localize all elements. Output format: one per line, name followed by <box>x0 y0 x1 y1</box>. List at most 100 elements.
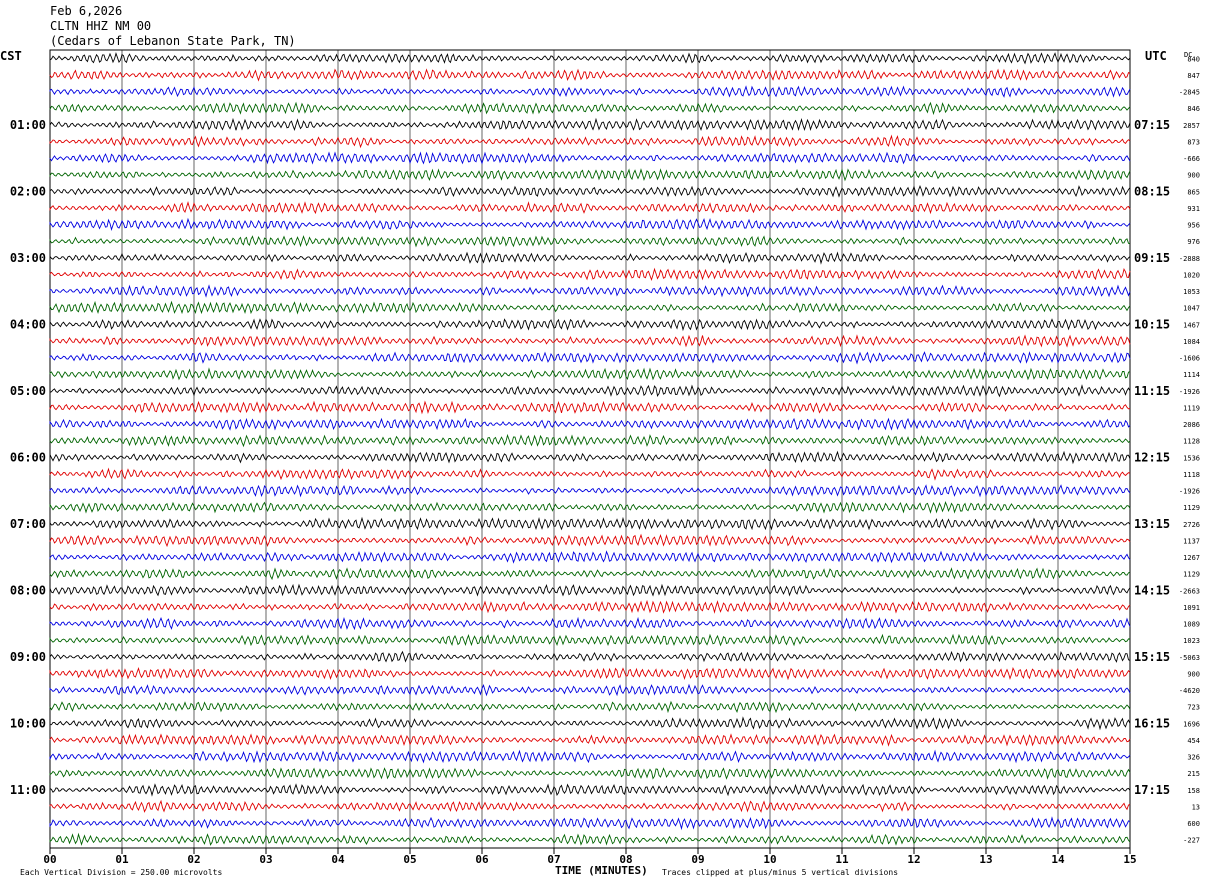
trace-line <box>49 716 1131 731</box>
x-tick-label: 14 <box>1051 853 1065 866</box>
footer-scale: Each Vertical Division = 250.00 microvol… <box>20 868 222 877</box>
cst-hour-label: 03:00 <box>10 251 46 265</box>
x-tick-label: 02 <box>187 853 200 866</box>
plot-grid <box>49 49 1131 854</box>
dc-offset-label: 846 <box>1187 105 1200 113</box>
trace-line <box>49 134 1131 149</box>
trace-line <box>49 633 1131 647</box>
dc-offset-label: 840 <box>1187 55 1200 63</box>
footer-clip-note: Traces clipped at plus/minus 5 vertical … <box>662 868 898 877</box>
dc-offset-label: 1267 <box>1183 554 1200 562</box>
x-tick-label: 10 <box>763 853 776 866</box>
dc-offset-label: 1023 <box>1183 637 1200 645</box>
dc-offset-label: 2726 <box>1183 521 1200 529</box>
dc-offset-label: 956 <box>1187 222 1200 230</box>
trace-line <box>49 85 1131 98</box>
utc-hour-label: 14:15 <box>1134 583 1170 597</box>
plot-frame <box>49 49 1131 849</box>
x-tick-label: 03 <box>259 853 272 866</box>
trace-line <box>49 767 1131 780</box>
trace-line <box>49 650 1131 663</box>
cst-hour-label: 07:00 <box>10 517 46 531</box>
trace-line <box>49 284 1131 298</box>
trace-line <box>49 400 1131 415</box>
dc-offset-label: 723 <box>1187 704 1200 712</box>
cst-hour-label: 06:00 <box>10 450 46 464</box>
trace-line <box>49 184 1131 198</box>
dc-offset-label: 1053 <box>1183 288 1200 296</box>
seismic-traces <box>49 52 1131 846</box>
trace-line <box>49 367 1131 381</box>
dc-offset-label: 1696 <box>1183 720 1200 728</box>
utc-hour-label: 13:15 <box>1134 517 1170 531</box>
trace-line <box>49 783 1131 797</box>
trace-line <box>49 816 1131 831</box>
trace-line <box>49 683 1131 697</box>
x-tick-label: 12 <box>907 853 920 866</box>
trace-line <box>49 68 1131 82</box>
trace-line <box>49 667 1131 681</box>
x-tick-label: 13 <box>979 853 992 866</box>
trace-line <box>49 484 1131 498</box>
utc-hour-label: 10:15 <box>1134 317 1170 331</box>
cst-hour-label: 02:00 <box>10 184 46 198</box>
axis-labels: 00 01 02 03 04 05 06 07 08 09 10 11 12 13 14 15 840 847 -2… <box>10 55 1200 866</box>
trace-line <box>49 117 1131 132</box>
dc-offset-label: 847 <box>1187 72 1200 80</box>
trace-line <box>49 749 1131 764</box>
dc-offset-label: -1606 <box>1179 355 1200 363</box>
trace-line <box>49 832 1131 846</box>
trace-line <box>49 318 1131 332</box>
dc-offset-label: 215 <box>1187 770 1200 778</box>
dc-offset-label: 976 <box>1187 238 1200 246</box>
dc-offset-label: 2086 <box>1183 421 1200 429</box>
trace-line <box>49 501 1131 514</box>
dc-label: DC <box>1184 51 1192 59</box>
cst-hour-label: 10:00 <box>10 716 46 730</box>
x-tick-label: 01 <box>115 853 129 866</box>
trace-line <box>49 384 1131 398</box>
dc-offset-label: -4620 <box>1179 687 1200 695</box>
dc-offset-label: 158 <box>1187 787 1200 795</box>
dc-offset-label: -5063 <box>1179 654 1200 662</box>
dc-offset-label: 865 <box>1187 188 1200 196</box>
left-axis-title: CST <box>0 49 22 63</box>
x-tick-label: 08 <box>619 853 632 866</box>
dc-offset-label: -1926 <box>1179 488 1200 496</box>
cst-hour-label: 08:00 <box>10 583 46 597</box>
x-tick-label: 04 <box>331 853 345 866</box>
dc-offset-label: -227 <box>1183 837 1200 845</box>
cst-hour-label: 11:00 <box>10 783 46 797</box>
trace-line <box>49 450 1131 465</box>
trace-line <box>49 433 1131 448</box>
trace-line <box>49 799 1131 813</box>
trace-line <box>49 616 1131 631</box>
dc-offset-label: 1091 <box>1183 604 1200 612</box>
utc-hour-label: 08:15 <box>1134 184 1170 198</box>
utc-hour-label: 16:15 <box>1134 716 1170 730</box>
dc-offset-label: 900 <box>1187 172 1200 180</box>
dc-offset-label: 1129 <box>1183 571 1200 579</box>
trace-line <box>49 52 1131 65</box>
trace-line <box>49 101 1131 116</box>
dc-offset-label: 1536 <box>1183 454 1200 462</box>
trace-line <box>49 351 1131 365</box>
dc-offset-label: 873 <box>1187 138 1200 146</box>
utc-hour-label: 09:15 <box>1134 251 1170 265</box>
x-tick-label: 09 <box>691 853 704 866</box>
dc-offset-label: 1119 <box>1183 404 1200 412</box>
dc-offset-label: -2888 <box>1179 255 1200 263</box>
dc-offset-label: 1114 <box>1183 371 1200 379</box>
trace-line <box>49 516 1131 531</box>
dc-offset-label: 13 <box>1192 803 1200 811</box>
dc-offset-label: -2845 <box>1179 89 1200 97</box>
trace-line <box>49 467 1131 481</box>
trace-line <box>49 599 1131 614</box>
utc-hour-label: 17:15 <box>1134 783 1170 797</box>
trace-line <box>49 550 1131 564</box>
dc-offset-label: 600 <box>1187 820 1200 828</box>
dc-offset-label: 454 <box>1187 737 1200 745</box>
trace-line <box>49 251 1131 265</box>
dc-offset-label: 1467 <box>1183 321 1200 329</box>
trace-line <box>49 168 1131 182</box>
